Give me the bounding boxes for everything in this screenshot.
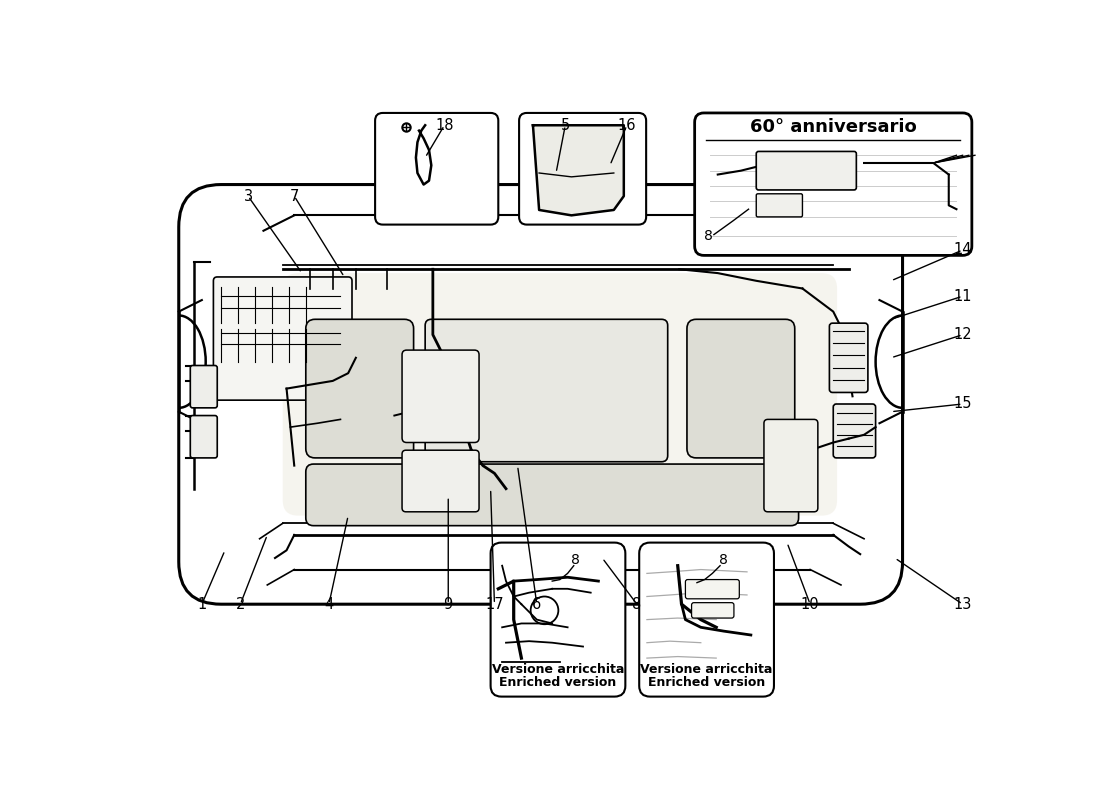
Text: 8: 8: [571, 553, 580, 566]
Text: Enriched version: Enriched version: [648, 676, 766, 690]
FancyBboxPatch shape: [403, 350, 480, 442]
FancyBboxPatch shape: [491, 542, 625, 697]
Text: 9: 9: [443, 597, 453, 612]
Text: Versione arricchita: Versione arricchita: [492, 663, 624, 676]
Text: a passion for Italian cars: a passion for Italian cars: [241, 433, 570, 575]
FancyBboxPatch shape: [375, 113, 498, 225]
FancyBboxPatch shape: [829, 323, 868, 393]
Text: 3: 3: [243, 189, 253, 204]
FancyBboxPatch shape: [757, 194, 803, 217]
Text: EUROSPARES: EUROSPARES: [255, 295, 814, 559]
FancyBboxPatch shape: [763, 419, 818, 512]
FancyBboxPatch shape: [695, 113, 972, 255]
Text: 15: 15: [954, 397, 972, 411]
Text: 16: 16: [617, 118, 636, 133]
Text: 7: 7: [289, 189, 299, 204]
Text: 2: 2: [235, 597, 245, 612]
Text: Enriched version: Enriched version: [499, 676, 617, 690]
FancyBboxPatch shape: [178, 185, 902, 604]
Text: Versione arricchita: Versione arricchita: [640, 663, 773, 676]
Text: 6: 6: [532, 597, 541, 612]
Text: 14: 14: [954, 242, 972, 258]
Text: 60° anniversario: 60° anniversario: [750, 118, 916, 136]
FancyBboxPatch shape: [834, 404, 876, 458]
Text: 10: 10: [801, 597, 820, 612]
FancyBboxPatch shape: [306, 464, 799, 526]
Text: 8: 8: [719, 553, 728, 566]
FancyBboxPatch shape: [425, 319, 668, 462]
FancyBboxPatch shape: [403, 450, 480, 512]
FancyBboxPatch shape: [283, 273, 837, 516]
FancyBboxPatch shape: [685, 579, 739, 599]
FancyBboxPatch shape: [190, 415, 218, 458]
Text: 13: 13: [954, 597, 971, 612]
Text: 1: 1: [197, 597, 207, 612]
Polygon shape: [534, 126, 624, 215]
Text: 12: 12: [954, 327, 972, 342]
FancyBboxPatch shape: [692, 602, 734, 618]
FancyBboxPatch shape: [639, 542, 774, 697]
Text: 4: 4: [324, 597, 333, 612]
FancyBboxPatch shape: [757, 151, 856, 190]
Text: 5: 5: [561, 118, 570, 133]
Text: 18: 18: [436, 118, 453, 133]
FancyBboxPatch shape: [306, 319, 414, 458]
Text: 8: 8: [632, 597, 641, 612]
Text: 11: 11: [954, 289, 972, 304]
Text: 8: 8: [704, 229, 713, 243]
FancyBboxPatch shape: [519, 113, 646, 225]
Text: 17: 17: [485, 597, 504, 612]
FancyBboxPatch shape: [190, 366, 218, 408]
FancyBboxPatch shape: [213, 277, 352, 400]
FancyBboxPatch shape: [686, 319, 794, 458]
